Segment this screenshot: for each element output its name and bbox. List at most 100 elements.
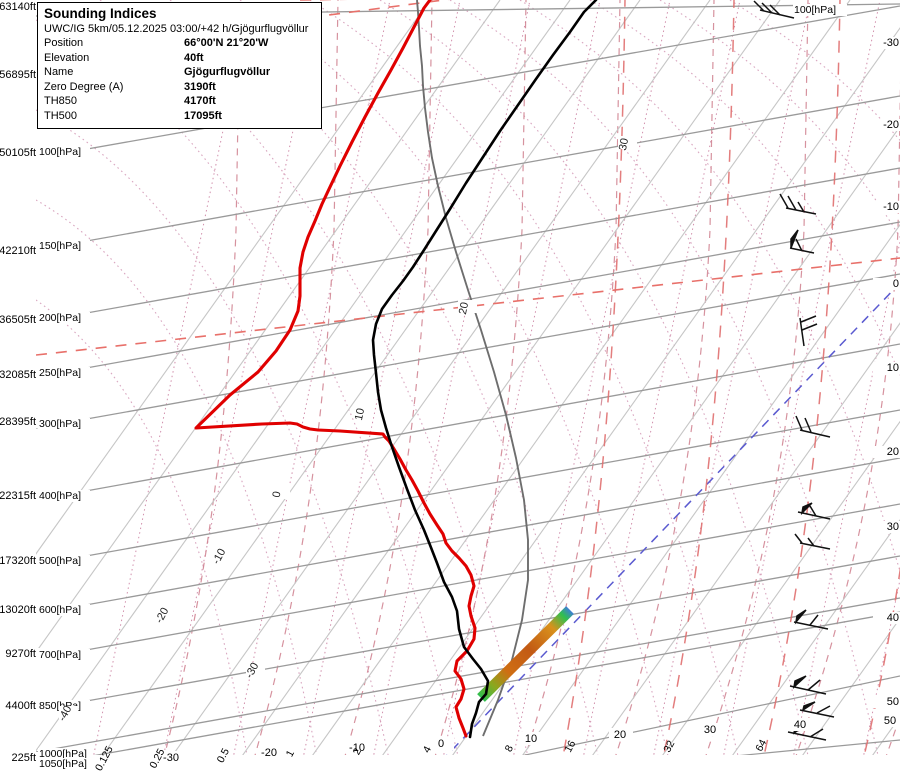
wind-barb xyxy=(799,701,835,718)
label-backdrop xyxy=(38,649,90,661)
label-backdrop xyxy=(458,300,477,313)
pressure-tick: 500[hPa] xyxy=(39,555,81,567)
dewpoint-reference-line xyxy=(446,282,900,755)
label-backdrop xyxy=(0,369,40,381)
indices-row: Elevation 40ft xyxy=(44,51,316,66)
label-backdrop xyxy=(520,732,544,745)
label-backdrop xyxy=(0,555,40,567)
pressure-tick: 150[hPa] xyxy=(39,240,81,252)
label-backdrop xyxy=(873,612,900,624)
bottom-temperature-tick: -10 xyxy=(349,742,365,754)
label-backdrop xyxy=(873,119,900,131)
mixing-ratio-label: 2 xyxy=(351,746,364,757)
label-backdrop xyxy=(789,718,813,731)
label-backdrop xyxy=(246,663,265,676)
panel-title: Sounding Indices xyxy=(44,6,157,21)
label-backdrop xyxy=(38,758,90,770)
label-backdrop xyxy=(0,1,40,13)
pressure-tick: 250[hPa] xyxy=(39,367,81,379)
label-backdrop xyxy=(38,146,90,158)
indices-row: Name Gjögurflugvöllur xyxy=(44,65,316,80)
mixing-ratio-label: 8 xyxy=(503,743,516,754)
bottom-temperature-tick: -30 xyxy=(163,752,179,764)
label-backdrop xyxy=(0,700,40,712)
label-backdrop xyxy=(38,555,90,567)
label-backdrop xyxy=(0,147,40,159)
pressure-tick: 700[hPa] xyxy=(39,649,81,661)
wind-barb xyxy=(753,0,795,19)
indices-key: Position xyxy=(44,37,84,49)
moist-adiabat-lines xyxy=(163,0,900,755)
sounding-indices-panel: Sounding Indices UWC/IG 5km/05.12.2025 0… xyxy=(37,2,322,129)
label-backdrop xyxy=(793,4,847,16)
indices-value: 40ft xyxy=(184,51,204,64)
temperature-curve xyxy=(371,0,598,739)
red-dashed-steep-lines xyxy=(562,0,900,755)
label-backdrop xyxy=(38,604,90,616)
label-backdrop xyxy=(0,490,40,502)
indices-value: 3190ft xyxy=(184,80,216,93)
mixing-ratio-label: 0.125 xyxy=(93,744,116,773)
altitude-tick: 32085ft xyxy=(0,369,36,381)
right-temperature-tick: 30 xyxy=(887,521,899,533)
altitude-tick: 9270ft xyxy=(5,648,36,660)
pressure-tick: 1000[hPa] xyxy=(39,748,87,760)
mixing-ratio-label: 64 xyxy=(753,737,769,753)
bottom-temperature-tick: 0 xyxy=(438,738,444,750)
wind-barb xyxy=(795,415,831,438)
label-backdrop xyxy=(0,416,40,428)
label-backdrop xyxy=(873,37,900,49)
pressure-tick: 100[hPa] xyxy=(39,146,81,158)
pressure-tick: 300[hPa] xyxy=(39,418,81,430)
label-backdrop xyxy=(873,362,900,374)
label-backdrop xyxy=(699,723,723,736)
wind-barb xyxy=(797,502,831,520)
label-backdrop xyxy=(38,240,90,252)
label-backdrop xyxy=(879,714,900,727)
wind-barb-column xyxy=(753,0,835,741)
label-backdrop xyxy=(618,136,637,149)
label-backdrop xyxy=(873,278,900,290)
wind-shear-bar xyxy=(477,606,574,702)
label-backdrop xyxy=(38,312,90,324)
indices-key: Name xyxy=(44,66,74,79)
isotherm-label: 30 xyxy=(617,137,631,151)
altitude-tick: 42210ft xyxy=(0,245,36,257)
altitude-tick: 225ft xyxy=(12,752,36,764)
label-backdrop xyxy=(271,486,290,499)
pressure-tick: 200[hPa] xyxy=(39,312,81,324)
altitude-tick: 22315ft xyxy=(0,490,36,502)
wind-barb xyxy=(793,609,829,630)
label-backdrop xyxy=(38,418,90,430)
altitude-tick: 13020ft xyxy=(0,604,36,616)
indices-table: Position 66°00'N 21°20'W Elevation 40ft Name… xyxy=(44,36,316,124)
indices-value: 17095ft xyxy=(184,109,222,122)
altitude-tick: 17320ft xyxy=(0,555,36,567)
pressure-tick: 400[hPa] xyxy=(39,490,81,502)
indices-key: Zero Degree (A) xyxy=(44,80,124,93)
indices-key: TH500 xyxy=(44,109,78,122)
dewpoint-curve xyxy=(194,0,477,738)
right-temperature-tick: -10 xyxy=(883,201,899,213)
label-backdrop xyxy=(609,728,633,741)
mixing-ratio-label: 16 xyxy=(562,738,578,754)
label-backdrop xyxy=(0,69,40,81)
isotherm-label: 20 xyxy=(457,301,471,315)
label-backdrop xyxy=(873,521,900,533)
label-backdrop xyxy=(0,314,40,326)
label-backdrop xyxy=(0,245,40,257)
label-backdrop xyxy=(38,748,90,760)
label-backdrop xyxy=(0,604,40,616)
right-temperature-tick: 40 xyxy=(887,612,899,624)
pressure-tick-top: 100[hPa] xyxy=(794,4,836,16)
right-temperature-tick: 20 xyxy=(887,446,899,458)
label-backdrop xyxy=(38,367,90,379)
bottom-temperature-tick: -20 xyxy=(261,747,277,759)
altitude-tick: 4400ft xyxy=(5,700,36,712)
mixing-ratio-label: 0.5 xyxy=(215,746,233,765)
panel-subtitle: UWC/IG 5km/05.12.2025 03:00/+42 h/Gjögur… xyxy=(44,23,309,35)
